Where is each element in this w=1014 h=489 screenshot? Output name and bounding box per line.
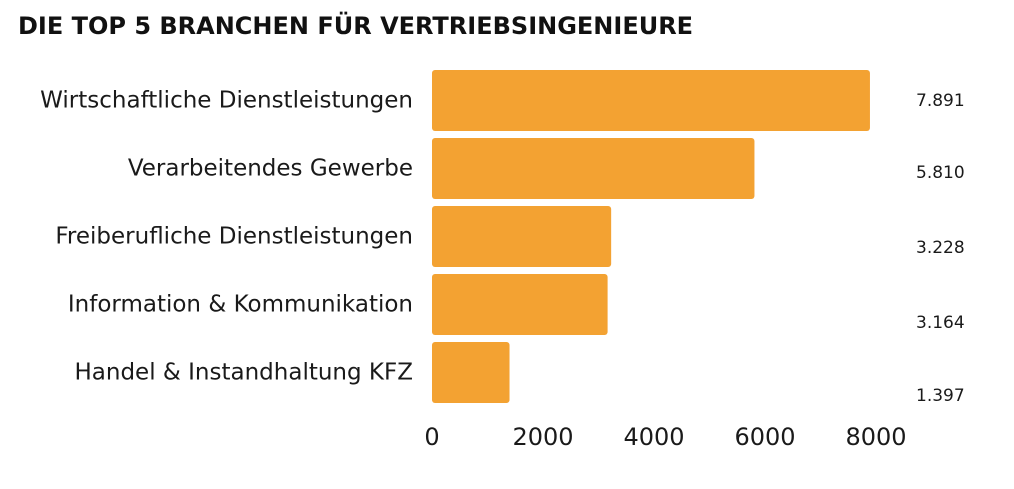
value-label: 3.228	[916, 238, 965, 258]
category-label: Wirtschaftliche Dienstleistungen	[40, 88, 413, 114]
bar	[432, 138, 755, 199]
x-axis-ticks: 0 2000 4000 6000 8000	[424, 423, 906, 451]
category-labels: Wirtschaftliche Dienstleistungen Verarbei…	[40, 88, 413, 386]
bar	[432, 274, 608, 335]
value-label: 5.810	[916, 163, 965, 183]
x-tick-label: 8000	[845, 423, 906, 451]
value-labels: 7.891 5.810 3.228 3.164 1.397	[916, 91, 965, 406]
x-tick-label: 6000	[734, 423, 795, 451]
x-tick-label: 0	[424, 423, 439, 451]
x-tick-label: 4000	[623, 423, 684, 451]
category-label: Information & Kommunikation	[68, 292, 413, 318]
bar	[432, 342, 510, 403]
bar	[432, 206, 612, 267]
chart-title: DIE TOP 5 BRANCHEN FÜR VERTRIEBSINGENIEU…	[18, 10, 693, 40]
x-tick-label: 2000	[512, 423, 573, 451]
bar	[432, 70, 870, 131]
value-label: 7.891	[916, 91, 965, 111]
category-label: Handel & Instandhaltung KFZ	[74, 360, 413, 386]
value-label: 1.397	[916, 386, 965, 406]
value-label: 3.164	[916, 313, 965, 333]
category-label: Verarbeitendes Gewerbe	[128, 156, 413, 182]
category-label: Freiberufliche Dienstleistungen	[55, 224, 413, 250]
bars-layer	[432, 70, 870, 403]
